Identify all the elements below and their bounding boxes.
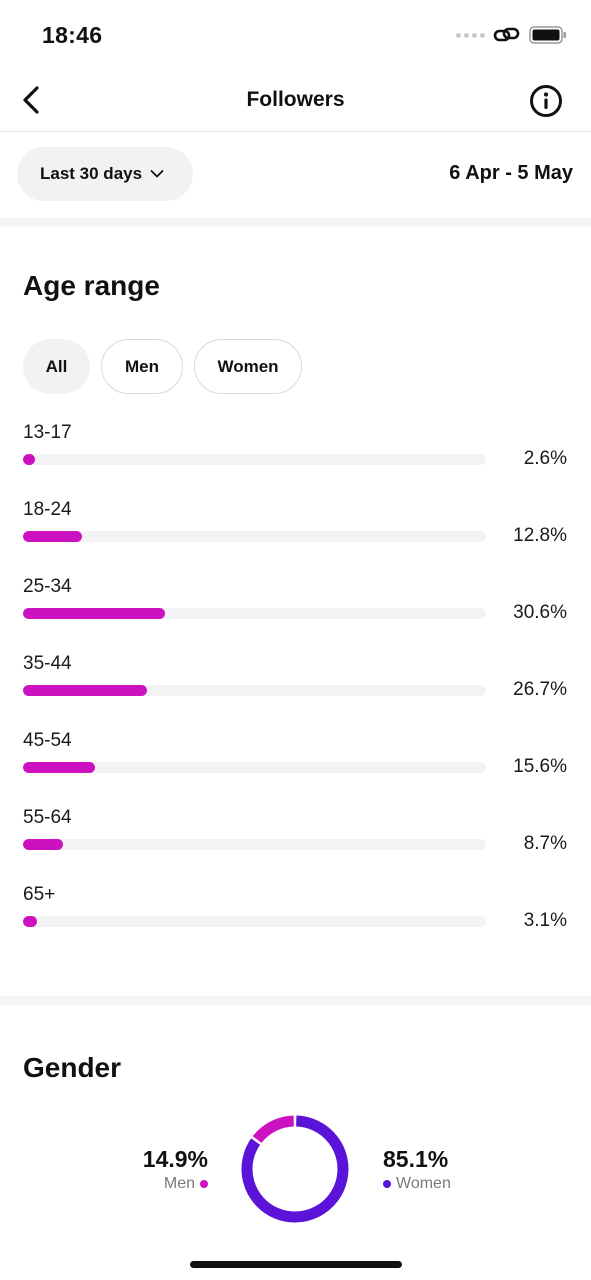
legend-dot-women xyxy=(383,1180,391,1188)
filter-row: Last 30 days 6 Apr - 5 May xyxy=(0,132,591,218)
age-value: 30.6% xyxy=(513,602,567,623)
age-row-35-44: 35-44 26.7% xyxy=(0,653,591,713)
age-label: 13-17 xyxy=(23,422,72,443)
filter-chip-women[interactable]: Women xyxy=(194,339,302,394)
donut-slice-men xyxy=(252,1115,295,1144)
age-bar xyxy=(23,531,83,542)
status-time: 18:46 xyxy=(42,22,103,48)
age-bar-track xyxy=(23,839,486,850)
age-bar xyxy=(23,839,64,850)
legend-label: Men xyxy=(163,1175,195,1192)
age-row-45-54: 45-54 15.6% xyxy=(0,730,591,790)
age-row-65-plus: 65+ 3.1% xyxy=(0,884,591,944)
section-divider xyxy=(0,996,591,1005)
age-label: 55-64 xyxy=(23,807,72,828)
battery-icon xyxy=(529,26,566,44)
age-bar-track xyxy=(23,916,486,927)
gender-men-stat: 14.9% Men xyxy=(108,1145,208,1195)
info-button[interactable] xyxy=(527,82,565,120)
nav-bar: Followers xyxy=(0,70,591,132)
age-bar xyxy=(23,762,96,773)
gender-men-legend: Men xyxy=(108,1173,208,1195)
age-label: 35-44 xyxy=(23,653,72,674)
section-divider xyxy=(0,218,591,227)
age-bar-track xyxy=(23,531,486,542)
age-value: 15.6% xyxy=(513,756,567,777)
age-value: 2.6% xyxy=(523,448,567,469)
chevron-left-icon xyxy=(23,86,39,114)
age-row-13-17: 13-17 2.6% xyxy=(0,422,591,482)
age-value: 3.1% xyxy=(523,910,567,931)
age-bar xyxy=(23,608,165,619)
gender-women-legend: Women xyxy=(383,1173,503,1195)
age-range-title: Age range xyxy=(23,270,160,301)
filter-chip-label: Men xyxy=(125,356,159,376)
age-bar xyxy=(23,454,36,465)
filter-chip-men[interactable]: Men xyxy=(101,339,183,394)
age-row-55-64: 55-64 8.7% xyxy=(0,807,591,867)
filter-chip-label: All xyxy=(45,356,68,376)
age-row-18-24: 18-24 12.8% xyxy=(0,499,591,559)
age-bar xyxy=(23,916,38,927)
gender-women-percent: 85.1% xyxy=(383,1146,449,1172)
page-title: Followers xyxy=(246,88,345,111)
age-value: 26.7% xyxy=(513,679,567,700)
age-bar xyxy=(23,685,147,696)
age-value: 8.7% xyxy=(523,833,567,854)
info-icon xyxy=(530,85,562,117)
back-button[interactable] xyxy=(14,82,48,118)
age-label: 45-54 xyxy=(23,730,72,751)
age-bar-track xyxy=(23,685,486,696)
status-bar: 18:46 xyxy=(0,0,591,70)
legend-label: Women xyxy=(396,1175,451,1192)
age-row-25-34: 25-34 30.6% xyxy=(0,576,591,636)
signal-icon xyxy=(456,32,485,38)
age-bar-track xyxy=(23,762,486,773)
gender-donut-chart xyxy=(241,1115,349,1223)
gender-women-stat: 85.1% Women xyxy=(383,1145,503,1195)
filter-chip-all[interactable]: All xyxy=(23,339,90,394)
age-value: 12.8% xyxy=(513,525,567,546)
period-dropdown[interactable]: Last 30 days xyxy=(17,147,193,201)
chevron-down-icon xyxy=(150,170,164,178)
age-label: 65+ xyxy=(23,884,56,905)
age-bar-track xyxy=(23,608,486,619)
home-indicator xyxy=(190,1261,402,1268)
age-label: 25-34 xyxy=(23,576,72,597)
status-icons xyxy=(456,24,567,46)
period-dropdown-label: Last 30 days xyxy=(40,164,143,183)
gender-title: Gender xyxy=(23,1052,122,1083)
link-icon xyxy=(493,27,520,42)
legend-dot-men xyxy=(200,1180,208,1188)
age-bar-track xyxy=(23,454,486,465)
age-label: 18-24 xyxy=(23,499,72,520)
gender-men-percent: 14.9% xyxy=(142,1146,208,1172)
donut-slice-women xyxy=(241,1115,349,1223)
filter-chip-label: Women xyxy=(217,356,279,376)
date-range: 6 Apr - 5 May xyxy=(449,162,573,184)
